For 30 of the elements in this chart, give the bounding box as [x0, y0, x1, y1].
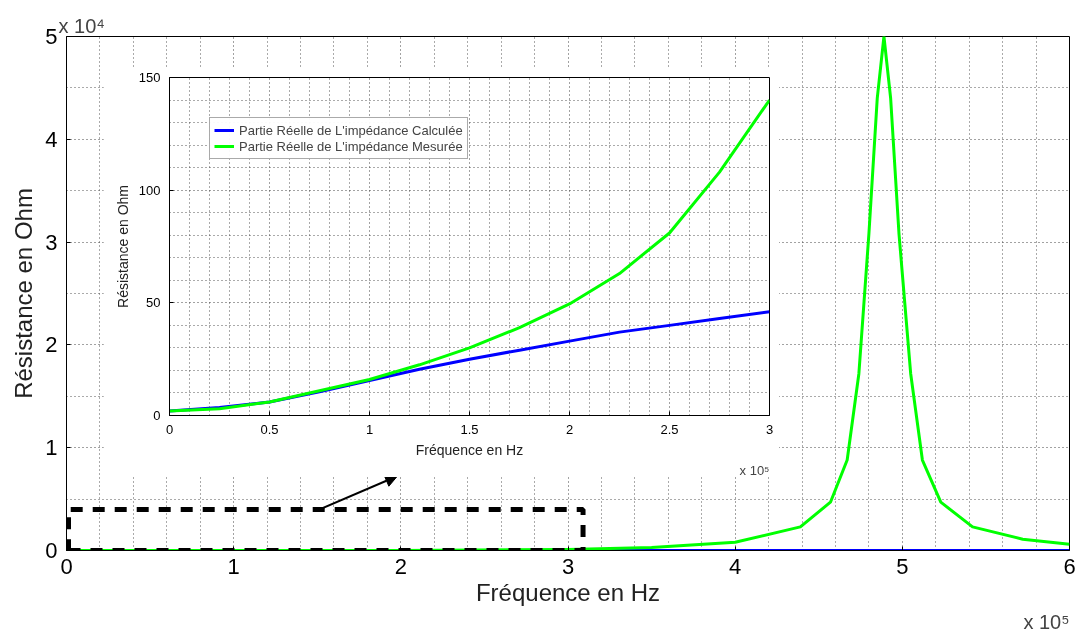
x-tick-label: 4	[729, 553, 742, 579]
x-tick-label: 2	[565, 421, 574, 437]
y-tick-label: 150	[138, 70, 161, 85]
annotation: x 10⁵	[739, 462, 770, 478]
x-tick-label: 6	[1063, 553, 1076, 579]
y-tick-label: 4	[45, 126, 58, 152]
x-tick-label: 1	[365, 421, 374, 437]
text: x 10⁵	[1023, 610, 1070, 632]
y-axis-title: Résistance en Ohm	[10, 188, 38, 399]
x-tick-label: 3	[765, 421, 774, 437]
x-tick-label: 1	[227, 553, 240, 579]
x-tick-label: 2.5	[660, 421, 679, 437]
x-tick-label: 2	[394, 553, 407, 579]
legend-label: Partie Réelle de L'impédance Calculée	[239, 122, 463, 138]
y-tick-label: 3	[45, 229, 58, 255]
x-tick-label: 3	[561, 553, 575, 579]
legend-label: Partie Réelle de L'impédance Mesurée	[239, 138, 463, 154]
y-tick-label: 50	[146, 295, 161, 311]
x-axis-title: Fréquence en Hz	[475, 578, 661, 606]
x-tick-label: 1.5	[460, 421, 479, 437]
x-tick-label: 0	[165, 421, 174, 437]
y-tick-label: 0	[153, 408, 161, 423]
x-tick-label: 0.5	[260, 421, 279, 437]
y-tick-label: 5	[45, 24, 58, 49]
x-tick-label: 5	[896, 553, 909, 579]
y-tick-label: 100	[138, 182, 161, 198]
y-tick-label: 2	[45, 332, 58, 358]
text: x 10⁴	[58, 14, 105, 37]
x-axis-title: Fréquence en Hz	[415, 441, 524, 458]
y-axis-title: Résistance en Ohm	[114, 185, 131, 308]
